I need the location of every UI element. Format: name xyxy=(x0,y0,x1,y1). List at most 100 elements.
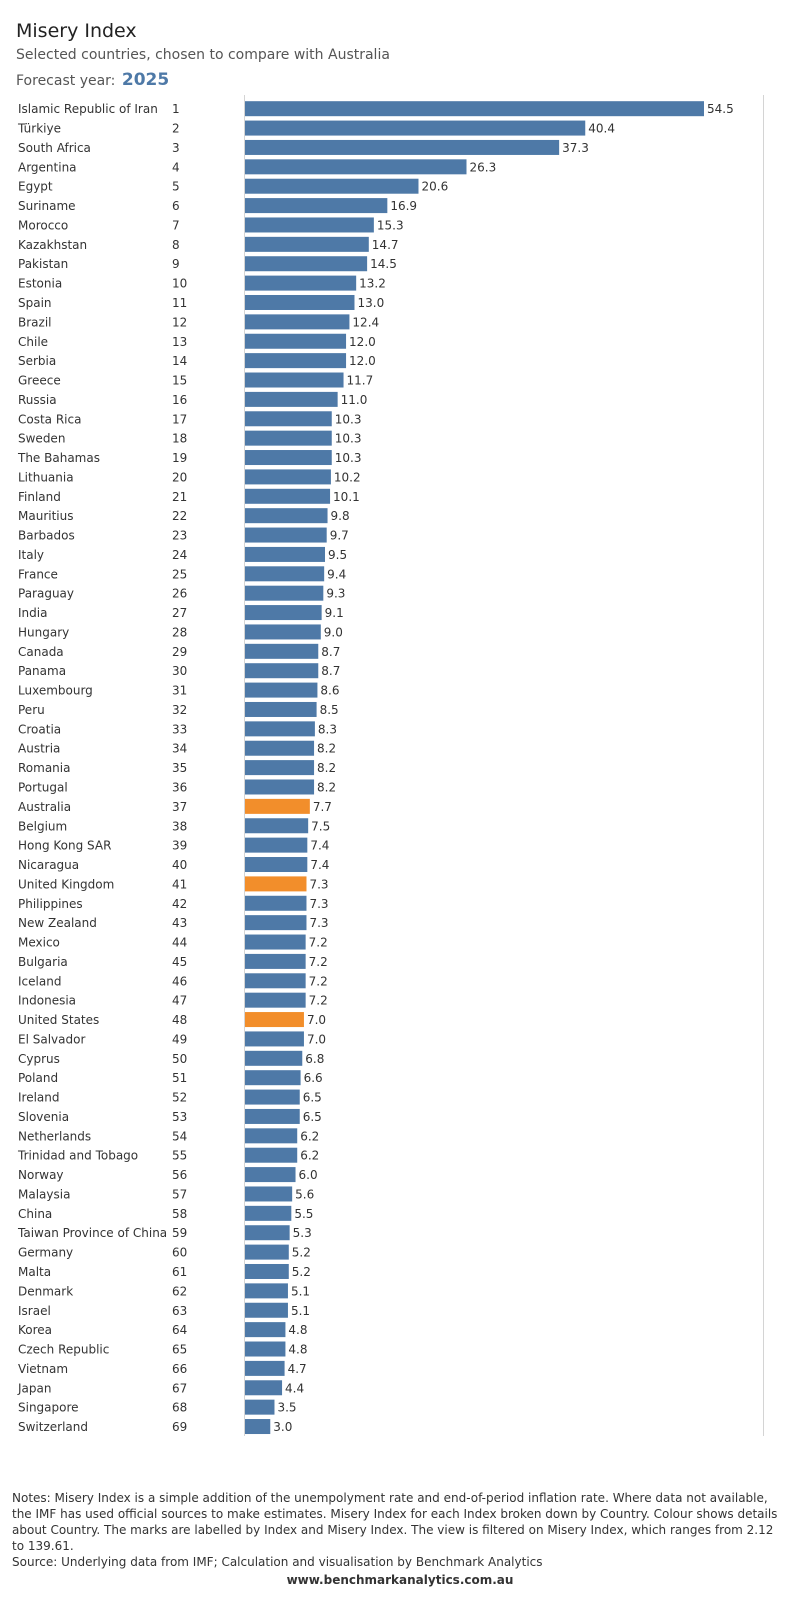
bar[interactable] xyxy=(245,1128,298,1144)
bar[interactable] xyxy=(245,217,374,233)
bar-row[interactable]: South Africa 3 37.3 xyxy=(18,139,589,155)
bar[interactable] xyxy=(245,682,318,698)
bar-row[interactable]: Trinidad and Tobago 55 6.2 xyxy=(17,1147,319,1163)
bar-row[interactable]: Serbia 14 12.0 xyxy=(18,353,376,369)
bar-row[interactable]: Indonesia 47 7.2 xyxy=(18,992,328,1008)
bar-row[interactable]: New Zealand 43 7.3 xyxy=(18,915,329,931)
bar-row[interactable]: Iceland 46 7.2 xyxy=(18,973,328,989)
bar-row[interactable]: Costa Rica 17 10.3 xyxy=(18,411,361,427)
bar-row[interactable]: Pakistan 9 14.5 xyxy=(18,256,397,272)
bar[interactable] xyxy=(245,139,560,155)
bar[interactable] xyxy=(245,1263,289,1279)
bar-row[interactable]: Brazil 12 12.4 xyxy=(18,314,379,330)
bar[interactable] xyxy=(245,1147,298,1163)
bar-row[interactable]: Suriname 6 16.9 xyxy=(18,198,417,214)
bar[interactable] xyxy=(245,333,347,349)
bar[interactable] xyxy=(245,508,328,524)
bar-row[interactable]: Russia 16 11.0 xyxy=(18,391,367,407)
bar[interactable] xyxy=(245,934,306,950)
bar-row[interactable]: The Bahamas 19 10.3 xyxy=(17,450,361,466)
bar[interactable] xyxy=(245,1050,303,1066)
bar-row[interactable]: Slovenia 53 6.5 xyxy=(18,1108,322,1124)
bar-row[interactable]: Mauritius 22 9.8 xyxy=(18,508,350,524)
bar-row[interactable]: Austria 34 8.2 xyxy=(18,740,336,756)
bar[interactable] xyxy=(245,915,307,931)
bar[interactable] xyxy=(245,198,388,214)
bar[interactable] xyxy=(245,353,347,369)
bar[interactable] xyxy=(245,895,307,911)
bar-row[interactable]: El Salvador 49 7.0 xyxy=(18,1031,326,1047)
bar[interactable] xyxy=(245,294,355,310)
bar[interactable] xyxy=(245,721,315,737)
bar[interactable] xyxy=(245,1225,290,1241)
bar[interactable] xyxy=(245,236,369,252)
bar-row[interactable]: Estonia 10 13.2 xyxy=(18,275,386,291)
website-link[interactable]: www.benchmarkanalytics.com.au xyxy=(286,1573,514,1587)
bar[interactable] xyxy=(245,1108,300,1124)
bar[interactable] xyxy=(245,488,331,504)
bar-row[interactable]: Japan 67 4.4 xyxy=(17,1380,304,1396)
bar-row[interactable]: Bulgaria 45 7.2 xyxy=(18,953,328,969)
bar[interactable] xyxy=(245,992,306,1008)
bar[interactable] xyxy=(245,663,319,679)
bar[interactable] xyxy=(245,837,308,853)
bar[interactable] xyxy=(245,740,315,756)
bar[interactable] xyxy=(245,1167,296,1183)
bar[interactable] xyxy=(245,760,315,776)
bar-row[interactable]: Panama 30 8.7 xyxy=(18,663,340,679)
bar-row[interactable]: Greece 15 11.7 xyxy=(18,372,373,388)
bar-row[interactable]: India 27 9.1 xyxy=(18,605,344,621)
bar-row[interactable]: Italy 24 9.5 xyxy=(18,546,347,562)
bar[interactable] xyxy=(245,411,332,427)
bar-row[interactable]: Paraguay 26 9.3 xyxy=(18,585,345,601)
bar-row[interactable]: Türkiye 2 40.4 xyxy=(17,120,615,136)
bar[interactable] xyxy=(245,624,321,640)
bar[interactable] xyxy=(245,178,419,194)
bar-row[interactable]: Hungary 28 9.0 xyxy=(18,624,343,640)
bar-row[interactable]: Hong Kong SAR 39 7.4 xyxy=(18,837,329,853)
bar[interactable] xyxy=(245,953,306,969)
bar-row[interactable]: Vietnam 66 4.7 xyxy=(18,1360,307,1376)
bar-row[interactable]: Finland 21 10.1 xyxy=(18,488,360,504)
bar[interactable] xyxy=(245,275,357,291)
bar[interactable] xyxy=(245,120,586,136)
bar-row[interactable]: Kazakhstan 8 14.7 xyxy=(18,236,399,252)
bar-row[interactable]: Singapore 68 3.5 xyxy=(18,1399,297,1415)
bar[interactable] xyxy=(245,430,332,446)
bar[interactable] xyxy=(245,546,326,562)
bar-row[interactable]: Switzerland 69 3.0 xyxy=(18,1419,292,1435)
bar[interactable] xyxy=(245,527,327,543)
bar[interactable] xyxy=(245,1186,293,1202)
bar[interactable] xyxy=(245,1360,285,1376)
bar-row[interactable]: Australia 37 7.7 xyxy=(18,798,332,814)
bar-row[interactable]: United States 48 7.0 xyxy=(18,1012,326,1028)
bar[interactable] xyxy=(245,973,306,989)
bar-row[interactable]: Egypt 5 20.6 xyxy=(18,178,448,194)
bar-row[interactable]: Belgium 38 7.5 xyxy=(18,818,330,834)
bar-row[interactable]: Korea 64 4.8 xyxy=(18,1322,308,1338)
bar-row[interactable]: Netherlands 54 6.2 xyxy=(18,1128,319,1144)
bar[interactable] xyxy=(245,314,350,330)
bar-row[interactable]: Denmark 62 5.1 xyxy=(18,1283,310,1299)
bar-row[interactable]: Israel 63 5.1 xyxy=(18,1302,310,1318)
bar-row[interactable]: Norway 56 6.0 xyxy=(18,1167,318,1183)
bar-row[interactable]: Czech Republic 65 4.8 xyxy=(18,1341,308,1357)
bar-row[interactable]: Romania 35 8.2 xyxy=(18,760,336,776)
bar[interactable] xyxy=(245,1322,286,1338)
bar-row[interactable]: Barbados 23 9.7 xyxy=(18,527,349,543)
forecast-year-value[interactable]: 2025 xyxy=(121,70,170,90)
bar[interactable] xyxy=(245,566,325,582)
bar[interactable] xyxy=(245,159,467,175)
bar[interactable] xyxy=(245,101,704,117)
bar[interactable] xyxy=(245,605,322,621)
bar-row[interactable]: Malta 61 5.2 xyxy=(18,1263,311,1279)
bar-row[interactable]: Lithuania 20 10.2 xyxy=(18,469,361,485)
bar[interactable] xyxy=(245,1012,304,1028)
bar[interactable] xyxy=(245,469,331,485)
bar[interactable] xyxy=(245,857,308,873)
bar-row[interactable]: France 25 9.4 xyxy=(18,566,346,582)
bar-row[interactable]: Islamic Republic of Iran 1 54.5 xyxy=(18,101,734,117)
bar[interactable] xyxy=(245,1283,288,1299)
bar-row[interactable]: Sweden 18 10.3 xyxy=(18,430,361,446)
bar[interactable] xyxy=(245,585,324,601)
